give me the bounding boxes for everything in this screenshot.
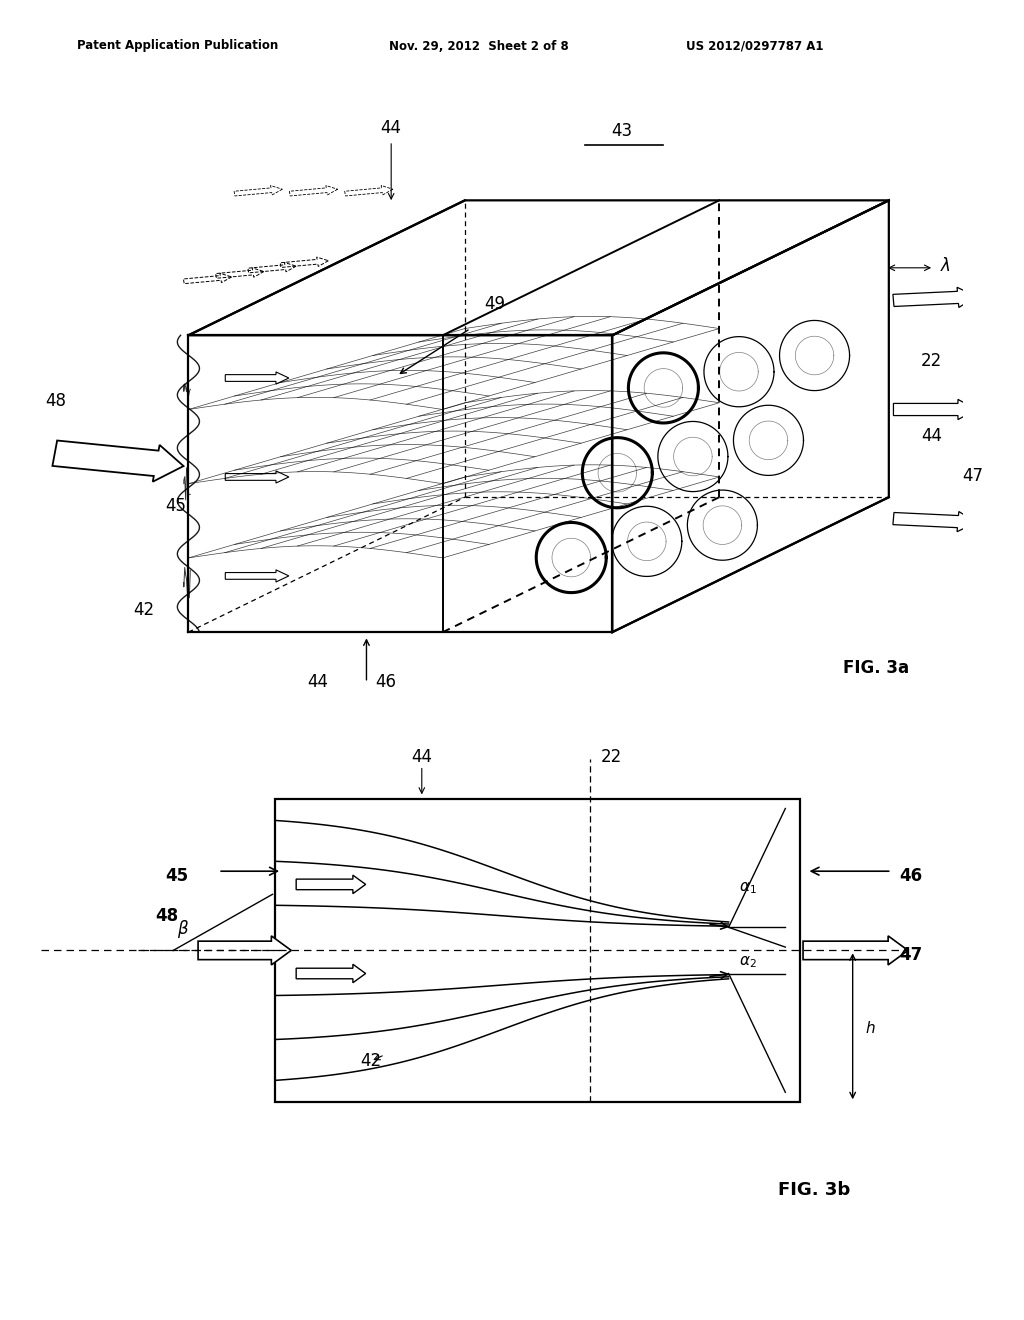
Text: 22: 22 <box>600 748 622 767</box>
FancyArrow shape <box>296 875 366 894</box>
Text: $\alpha_2$: $\alpha_2$ <box>739 954 757 970</box>
FancyArrow shape <box>225 471 289 483</box>
FancyArrow shape <box>296 964 366 982</box>
FancyArrow shape <box>198 936 291 965</box>
Text: 44: 44 <box>922 426 942 445</box>
Text: 47: 47 <box>899 946 922 965</box>
Text: 43: 43 <box>611 123 632 140</box>
Text: US 2012/0297787 A1: US 2012/0297787 A1 <box>686 40 823 53</box>
Text: Patent Application Publication: Patent Application Publication <box>77 40 279 53</box>
Text: Nov. 29, 2012  Sheet 2 of 8: Nov. 29, 2012 Sheet 2 of 8 <box>389 40 569 53</box>
FancyArrow shape <box>225 570 289 582</box>
FancyArrow shape <box>893 288 976 308</box>
Text: 47: 47 <box>963 467 984 484</box>
Text: 44: 44 <box>307 673 328 692</box>
Text: 44: 44 <box>412 748 432 767</box>
Text: FIG. 3b: FIG. 3b <box>778 1180 851 1199</box>
Text: 42: 42 <box>133 602 155 619</box>
Text: 46: 46 <box>376 673 396 692</box>
Text: $\alpha_1$: $\alpha_1$ <box>739 880 757 896</box>
Text: 45: 45 <box>165 867 188 886</box>
FancyArrow shape <box>225 372 289 384</box>
Text: $\lambda$: $\lambda$ <box>940 257 950 275</box>
FancyArrow shape <box>803 936 908 965</box>
FancyArrow shape <box>52 441 183 482</box>
Text: $\beta$: $\beta$ <box>177 917 188 940</box>
Text: 48: 48 <box>45 392 67 411</box>
FancyArrow shape <box>893 512 976 532</box>
Text: 45: 45 <box>166 498 186 515</box>
FancyArrow shape <box>894 400 977 420</box>
Text: h: h <box>865 1020 876 1036</box>
Text: 22: 22 <box>922 352 942 371</box>
Text: 46: 46 <box>899 867 922 886</box>
Text: 49: 49 <box>484 294 505 313</box>
Text: 48: 48 <box>156 907 178 925</box>
Text: 42: 42 <box>360 1052 381 1071</box>
Text: FIG. 3a: FIG. 3a <box>843 659 909 677</box>
Text: 44: 44 <box>381 119 401 137</box>
